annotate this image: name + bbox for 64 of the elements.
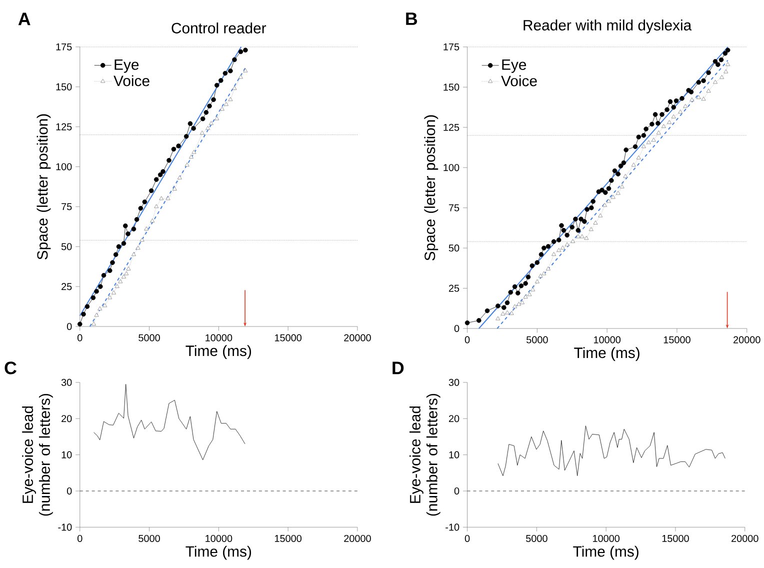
y-tick-label: -10 xyxy=(446,524,460,531)
y-tick-label: 150 xyxy=(444,84,460,91)
y-tick-label: 75 xyxy=(448,204,460,212)
y-tick-label: 125 xyxy=(444,124,460,131)
chart-title: Reader with mild dyslexia xyxy=(524,19,692,34)
x-tick-label: 10000 xyxy=(593,534,620,542)
y-tick-label: 125 xyxy=(56,123,72,130)
x-tick-label: 5000 xyxy=(138,534,160,542)
y-axis-title: Space (letter position) xyxy=(36,114,51,260)
x-tick-label: 20000 xyxy=(734,336,760,344)
legend-label: Eye xyxy=(502,59,526,73)
text: D xyxy=(392,362,404,374)
legend-label: Voice xyxy=(501,75,537,86)
y-tick-label: 10 xyxy=(449,451,460,458)
y-tick-label: 0 xyxy=(454,324,460,332)
y-tick-label: 75 xyxy=(62,203,72,210)
x-axis-title: Time (ms) xyxy=(573,546,638,560)
x-tick-label: 5000 xyxy=(526,534,548,542)
y-tick-label: 25 xyxy=(62,282,72,290)
x-tick-label: 5000 xyxy=(138,334,160,342)
y-tick-label: 20 xyxy=(62,415,72,422)
y-tick-label: 30 xyxy=(61,378,72,386)
x-axis-title: Time (ms) xyxy=(574,347,640,361)
x-tick-label: 20000 xyxy=(732,534,758,542)
x-tick-label: 15000 xyxy=(664,336,690,344)
x-axis-title: Time (ms) xyxy=(186,345,252,359)
y-tick-label: 50 xyxy=(448,244,460,252)
y-tick-label: 30 xyxy=(448,378,460,386)
x-tick-label: 15000 xyxy=(662,534,689,542)
x-tick-label: 15000 xyxy=(274,334,302,342)
y-tick-label: 150 xyxy=(56,83,72,90)
y-tick-label: 0 xyxy=(66,322,72,330)
y-tick-label: 175 xyxy=(444,43,460,50)
legend-label: Voice xyxy=(114,75,150,86)
chart-title: Control reader xyxy=(172,22,266,34)
x-tick-label: 10000 xyxy=(206,534,232,542)
x-axis-title: Time (ms) xyxy=(186,546,252,560)
x-tick-label: 10000 xyxy=(594,336,621,344)
x-tick-label: 5000 xyxy=(526,336,548,344)
x-tick-label: 20000 xyxy=(344,534,371,542)
text: A xyxy=(18,12,30,26)
y-tick-label: 0 xyxy=(66,487,72,494)
y-tick-label: 50 xyxy=(61,243,72,250)
x-tick-label: 0 xyxy=(78,334,82,342)
y-tick-label: 100 xyxy=(56,163,72,170)
y-axis-title: Eye-voice lead (number of letters) xyxy=(22,394,53,516)
x-tick-label: 0 xyxy=(78,534,82,542)
y-axis-title: Eye-voice lead (number of letters) xyxy=(410,394,440,516)
y-axis-title: Space (letter position) xyxy=(424,115,438,260)
y-tick-label: 175 xyxy=(56,43,72,50)
y-tick-label: 20 xyxy=(448,415,460,422)
x-tick-label: 15000 xyxy=(274,534,302,542)
y-tick-label: 100 xyxy=(444,164,460,172)
legend-label: Eye xyxy=(114,59,139,73)
y-tick-label: 0 xyxy=(454,487,460,494)
x-tick-label: 0 xyxy=(464,336,470,344)
x-tick-label: 0 xyxy=(464,534,470,542)
text: B xyxy=(406,12,418,25)
x-tick-label: 10000 xyxy=(206,334,232,342)
y-tick-label: 25 xyxy=(448,284,460,292)
x-tick-label: 20000 xyxy=(344,334,371,342)
y-tick-label: -10 xyxy=(58,524,72,531)
y-tick-label: 10 xyxy=(62,451,72,458)
text: C xyxy=(4,362,16,374)
